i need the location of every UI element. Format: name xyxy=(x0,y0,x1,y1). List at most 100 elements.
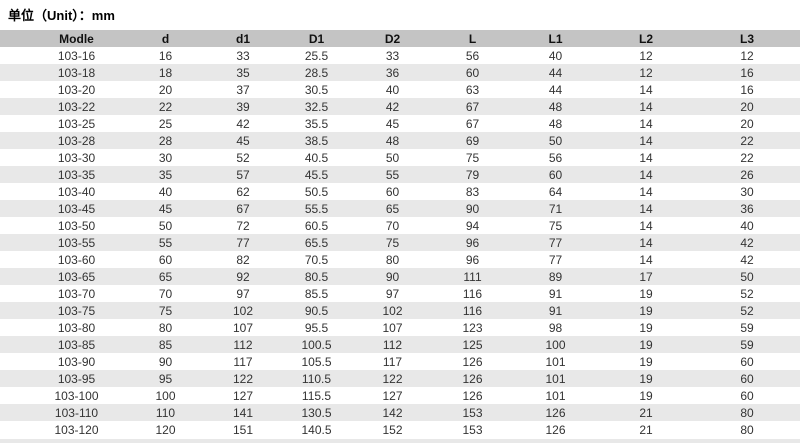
table-row: 103-28 28 45 38.5 48 69 50 14 22 xyxy=(0,132,800,149)
value-cell: 80 xyxy=(158,320,173,335)
value-cell: 95 xyxy=(158,371,173,386)
header-row: Modle d d1 D1 D2 L L1 L2 L3 xyxy=(0,30,800,47)
value-cell: 125 xyxy=(462,337,483,352)
value-cell: 80 xyxy=(740,405,754,420)
dimension-spec-table: Modle d d1 D1 D2 L L1 L2 L3 103-16 16 33 25.5 33 56 40… xyxy=(0,30,800,438)
value-cell: 110 xyxy=(155,405,176,420)
value-cell: 70 xyxy=(385,218,400,233)
value-cell: 72 xyxy=(236,218,250,233)
model-cell: 103-25 xyxy=(57,116,96,131)
value-cell: 14 xyxy=(639,82,653,97)
value-cell: 14 xyxy=(639,116,653,131)
value-cell: 45 xyxy=(385,116,400,131)
value-cell: 14 xyxy=(639,201,653,216)
value-cell: 38.5 xyxy=(304,133,329,148)
value-cell: 126 xyxy=(545,405,566,420)
value-cell: 64 xyxy=(548,184,563,199)
value-cell: 19 xyxy=(639,388,653,403)
value-cell: 98 xyxy=(548,320,563,335)
value-cell: 95.5 xyxy=(304,320,329,335)
model-cell: 103-65 xyxy=(57,269,96,284)
value-cell: 60 xyxy=(465,65,480,80)
value-cell: 153 xyxy=(462,405,483,420)
value-cell: 19 xyxy=(639,320,653,335)
value-cell: 30 xyxy=(740,184,754,199)
model-cell: 103-55 xyxy=(57,235,96,250)
column-header: Modle xyxy=(0,30,125,47)
value-cell: 48 xyxy=(385,133,400,148)
value-cell: 60 xyxy=(740,371,754,386)
value-cell: 45 xyxy=(158,201,173,216)
model-cell: 103-90 xyxy=(57,354,96,369)
value-cell: 92 xyxy=(236,269,250,284)
model-cell: 103-100 xyxy=(54,388,99,403)
value-cell: 107 xyxy=(232,320,254,335)
table-row: 103-40 40 62 50.5 60 83 64 14 30 xyxy=(0,183,800,200)
value-cell: 111 xyxy=(463,269,482,284)
value-cell: 16 xyxy=(740,65,754,80)
value-cell: 44 xyxy=(548,82,563,97)
value-cell: 14 xyxy=(639,184,653,199)
value-cell: 40 xyxy=(158,184,173,199)
value-cell: 69 xyxy=(465,133,480,148)
value-cell: 94 xyxy=(465,218,480,233)
value-cell: 107 xyxy=(382,320,403,335)
column-header: L2 xyxy=(598,30,694,47)
value-cell: 91 xyxy=(548,286,563,301)
table-row: 103-35 35 57 45.5 55 79 60 14 26 xyxy=(0,166,800,183)
model-cell: 103-20 xyxy=(57,82,96,97)
table-row: 103-30 30 52 40.5 50 75 56 14 22 xyxy=(0,149,800,166)
value-cell: 12 xyxy=(639,65,653,80)
table-row: 103-20 20 37 30.5 40 63 44 14 16 xyxy=(0,81,800,98)
value-cell: 80 xyxy=(385,252,400,267)
value-cell: 115.5 xyxy=(301,388,332,403)
value-cell: 80 xyxy=(740,422,754,437)
value-cell: 127 xyxy=(232,388,254,403)
model-cell: 103-70 xyxy=(57,286,96,301)
value-cell: 19 xyxy=(639,354,653,369)
value-cell: 42 xyxy=(236,116,250,131)
table-row: 103-60 60 82 70.5 80 96 77 14 42 xyxy=(0,251,800,268)
value-cell: 50 xyxy=(385,150,400,165)
value-cell: 110.5 xyxy=(301,371,332,386)
value-cell: 102 xyxy=(382,303,403,318)
value-cell: 28 xyxy=(158,133,173,148)
value-cell: 39 xyxy=(236,99,250,114)
value-cell: 25 xyxy=(158,116,173,131)
value-cell: 48 xyxy=(548,116,563,131)
value-cell: 65.5 xyxy=(304,235,329,250)
value-cell: 36 xyxy=(740,201,754,216)
value-cell: 55.5 xyxy=(304,201,329,216)
value-cell: 120 xyxy=(155,422,176,437)
model-cell: 103-30 xyxy=(57,150,96,165)
model-cell: 103-95 xyxy=(57,371,96,386)
value-cell: 122 xyxy=(232,371,254,386)
value-cell: 117 xyxy=(382,354,403,369)
table-row: 103-120 120 151 140.5 152 153 126 21 80 xyxy=(0,421,800,438)
value-cell: 112 xyxy=(382,337,403,352)
value-cell: 35.5 xyxy=(304,116,329,131)
value-cell: 55 xyxy=(385,167,400,182)
column-header: d1 xyxy=(206,30,280,47)
value-cell: 100 xyxy=(545,337,566,352)
value-cell: 35 xyxy=(158,167,173,182)
table-row: 103-45 45 67 55.5 65 90 71 14 36 xyxy=(0,200,800,217)
table-row: 103-95 95 122 110.5 122 126 101 19 60 xyxy=(0,370,800,387)
model-cell: 103-85 xyxy=(57,337,96,352)
value-cell: 127 xyxy=(382,388,403,403)
value-cell: 50 xyxy=(548,133,563,148)
value-cell: 77 xyxy=(548,235,563,250)
table-row: 103-100 100 127 115.5 127 126 101 19 60 xyxy=(0,387,800,404)
table-row: 103-85 85 112 100.5 112 125 100 19 59 xyxy=(0,336,800,353)
model-cell: 103-110 xyxy=(54,405,99,420)
value-cell: 97 xyxy=(236,286,250,301)
value-cell: 90 xyxy=(158,354,173,369)
table-row: 103-110 110 141 130.5 142 153 126 21 80 xyxy=(0,404,800,421)
value-cell: 30.5 xyxy=(304,82,329,97)
table-row: 103-65 65 92 80.5 90 111 89 17 50 xyxy=(0,268,800,285)
value-cell: 20 xyxy=(740,116,754,131)
value-cell: 65 xyxy=(158,269,173,284)
value-cell: 40 xyxy=(548,48,563,63)
value-cell: 42 xyxy=(385,99,400,114)
